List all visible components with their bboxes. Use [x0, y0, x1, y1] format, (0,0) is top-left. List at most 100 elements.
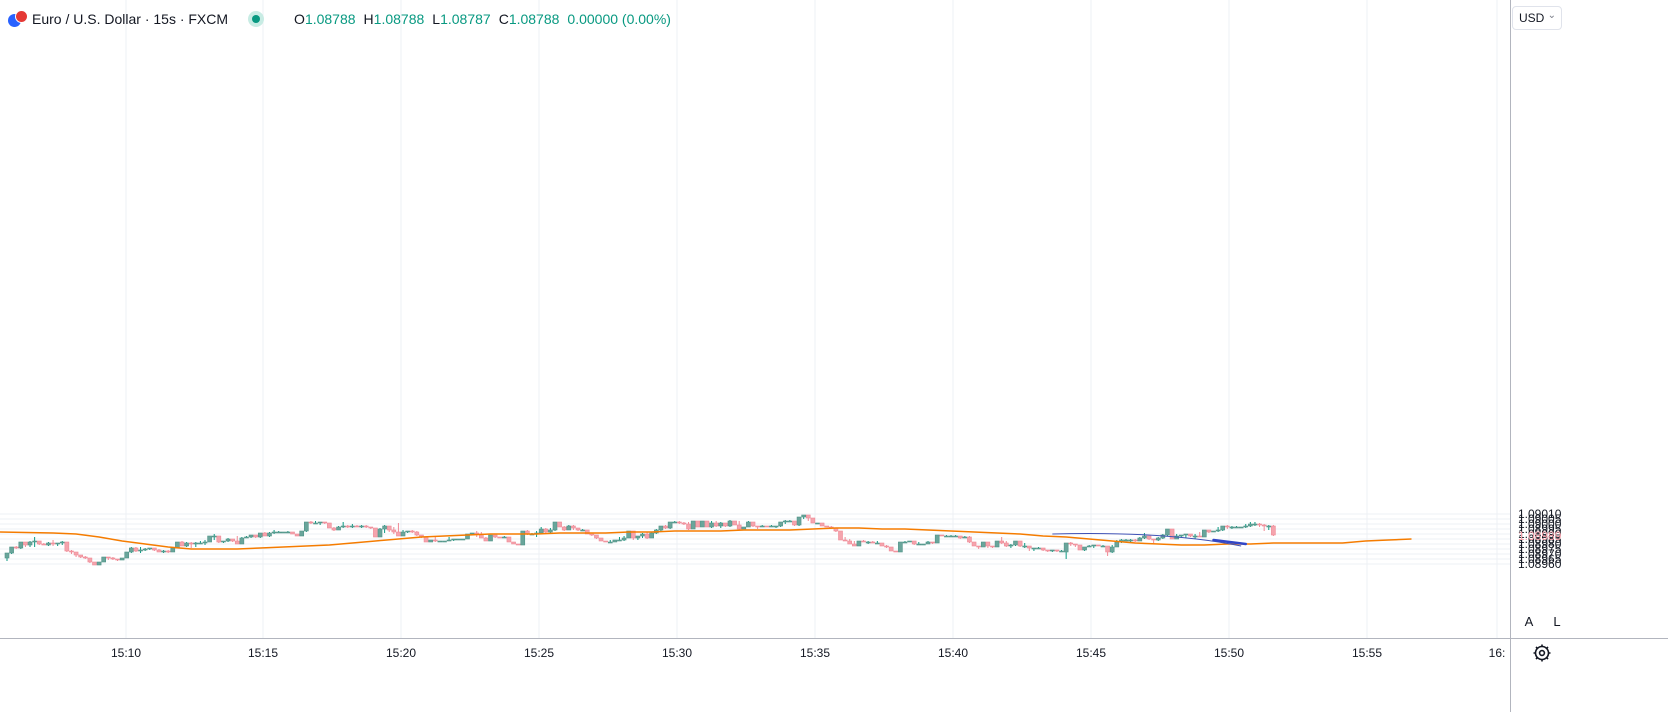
- candle-body: [455, 538, 461, 541]
- candle-body: [898, 541, 903, 553]
- candle-body: [299, 530, 305, 537]
- candle-body: [184, 542, 189, 547]
- candle-body: [386, 525, 392, 531]
- candle-body: [1197, 535, 1202, 538]
- price-tick-label: 1.09010: [1518, 507, 1562, 521]
- candle-body: [1146, 535, 1152, 540]
- candle-body: [801, 514, 806, 518]
- currency-button[interactable]: USD ⌄: [1512, 6, 1562, 30]
- candle-body: [69, 550, 74, 553]
- candle-body: [612, 539, 618, 543]
- candle-body: [193, 542, 199, 545]
- candle-body: [27, 541, 33, 546]
- auto-scale-button[interactable]: A: [1518, 610, 1540, 632]
- candle-body: [782, 520, 788, 523]
- candle-body: [999, 540, 1004, 544]
- candle-body: [1257, 523, 1262, 526]
- candle-body: [483, 537, 489, 542]
- candle-body: [400, 531, 406, 537]
- candle-body: [1114, 541, 1120, 548]
- candle-body: [363, 525, 369, 528]
- candle-body: [566, 525, 572, 531]
- price-tick-label: 1.08965: [1518, 552, 1562, 566]
- candle-body: [13, 546, 19, 549]
- candle-body: [377, 528, 383, 538]
- candle-body: [713, 522, 719, 527]
- candle-body: [198, 542, 203, 545]
- candle-body: [1248, 523, 1253, 527]
- time-tick-label: 15:40: [938, 646, 968, 660]
- candle-body: [336, 526, 341, 531]
- candle-body: [391, 529, 397, 533]
- candle-body: [368, 526, 374, 529]
- candle-body: [262, 532, 268, 537]
- candle-body: [1243, 525, 1249, 528]
- candle-body: [603, 540, 608, 543]
- candle-body: [345, 525, 351, 528]
- candle-body: [543, 528, 549, 533]
- candle-body: [244, 536, 249, 539]
- candle-body: [755, 525, 760, 528]
- candle-body: [1077, 544, 1083, 551]
- candle-body: [465, 533, 470, 540]
- candle-body: [115, 558, 120, 561]
- price-tick-label: 1.08960: [1518, 557, 1562, 571]
- candle-body: [1013, 540, 1018, 546]
- candle-body: [575, 527, 581, 531]
- candle-body: [681, 522, 687, 525]
- candle-body: [630, 530, 636, 539]
- candle-body: [469, 532, 475, 535]
- candle-body: [709, 522, 714, 528]
- candle-body: [548, 529, 553, 533]
- market-status-icon[interactable]: [248, 11, 265, 27]
- candle-body: [1142, 535, 1147, 539]
- candle-body: [1169, 528, 1175, 540]
- candle-body: [276, 531, 281, 534]
- open-value: 1.08788: [304, 11, 356, 27]
- candle-body: [1261, 524, 1267, 527]
- candle-body: [888, 546, 894, 552]
- candle-body: [423, 536, 429, 543]
- candle-body: [9, 546, 14, 554]
- candle-body: [271, 531, 277, 534]
- candle-body: [55, 542, 60, 545]
- candle-body: [23, 541, 28, 546]
- change-value: 0.00000 (0.00%): [567, 11, 671, 27]
- candle-body: [451, 538, 456, 541]
- candle-body: [980, 541, 986, 548]
- candle-body: [838, 530, 843, 541]
- time-tick-label: 15:55: [1352, 646, 1382, 660]
- candle-body: [290, 531, 295, 535]
- candle-body: [1151, 538, 1156, 541]
- time-tick-label: 15:30: [662, 646, 692, 660]
- candle-body: [750, 521, 756, 527]
- candle-body: [746, 521, 751, 528]
- time-tick-label: 15:35: [800, 646, 830, 660]
- candle-body: [313, 522, 318, 525]
- candle-body: [589, 533, 595, 536]
- candle-body: [1063, 542, 1069, 553]
- time-tick-label: 15:10: [111, 646, 141, 660]
- candle-body: [727, 520, 733, 527]
- candle-body: [340, 525, 346, 528]
- candle-body: [1132, 539, 1138, 542]
- price-tick-label: 1.09005: [1518, 512, 1562, 526]
- candle-body: [294, 533, 300, 537]
- candle-body: [41, 543, 47, 546]
- candle-body: [1040, 547, 1046, 551]
- settings-gear-icon[interactable]: [1530, 641, 1554, 665]
- candle-body: [322, 521, 328, 524]
- symbol-title[interactable]: Euro / U.S. Dollar · 15s · FXCM: [32, 11, 229, 27]
- log-scale-button[interactable]: L: [1546, 610, 1568, 632]
- candle-body: [1202, 529, 1207, 538]
- candle-body: [432, 539, 438, 542]
- candle-body: [736, 524, 742, 530]
- candle-body: [916, 543, 922, 546]
- candle-body: [373, 527, 378, 538]
- candle-body: [359, 525, 364, 528]
- candle-body: [253, 534, 258, 538]
- candle-body: [686, 523, 691, 530]
- candle-body: [962, 536, 968, 539]
